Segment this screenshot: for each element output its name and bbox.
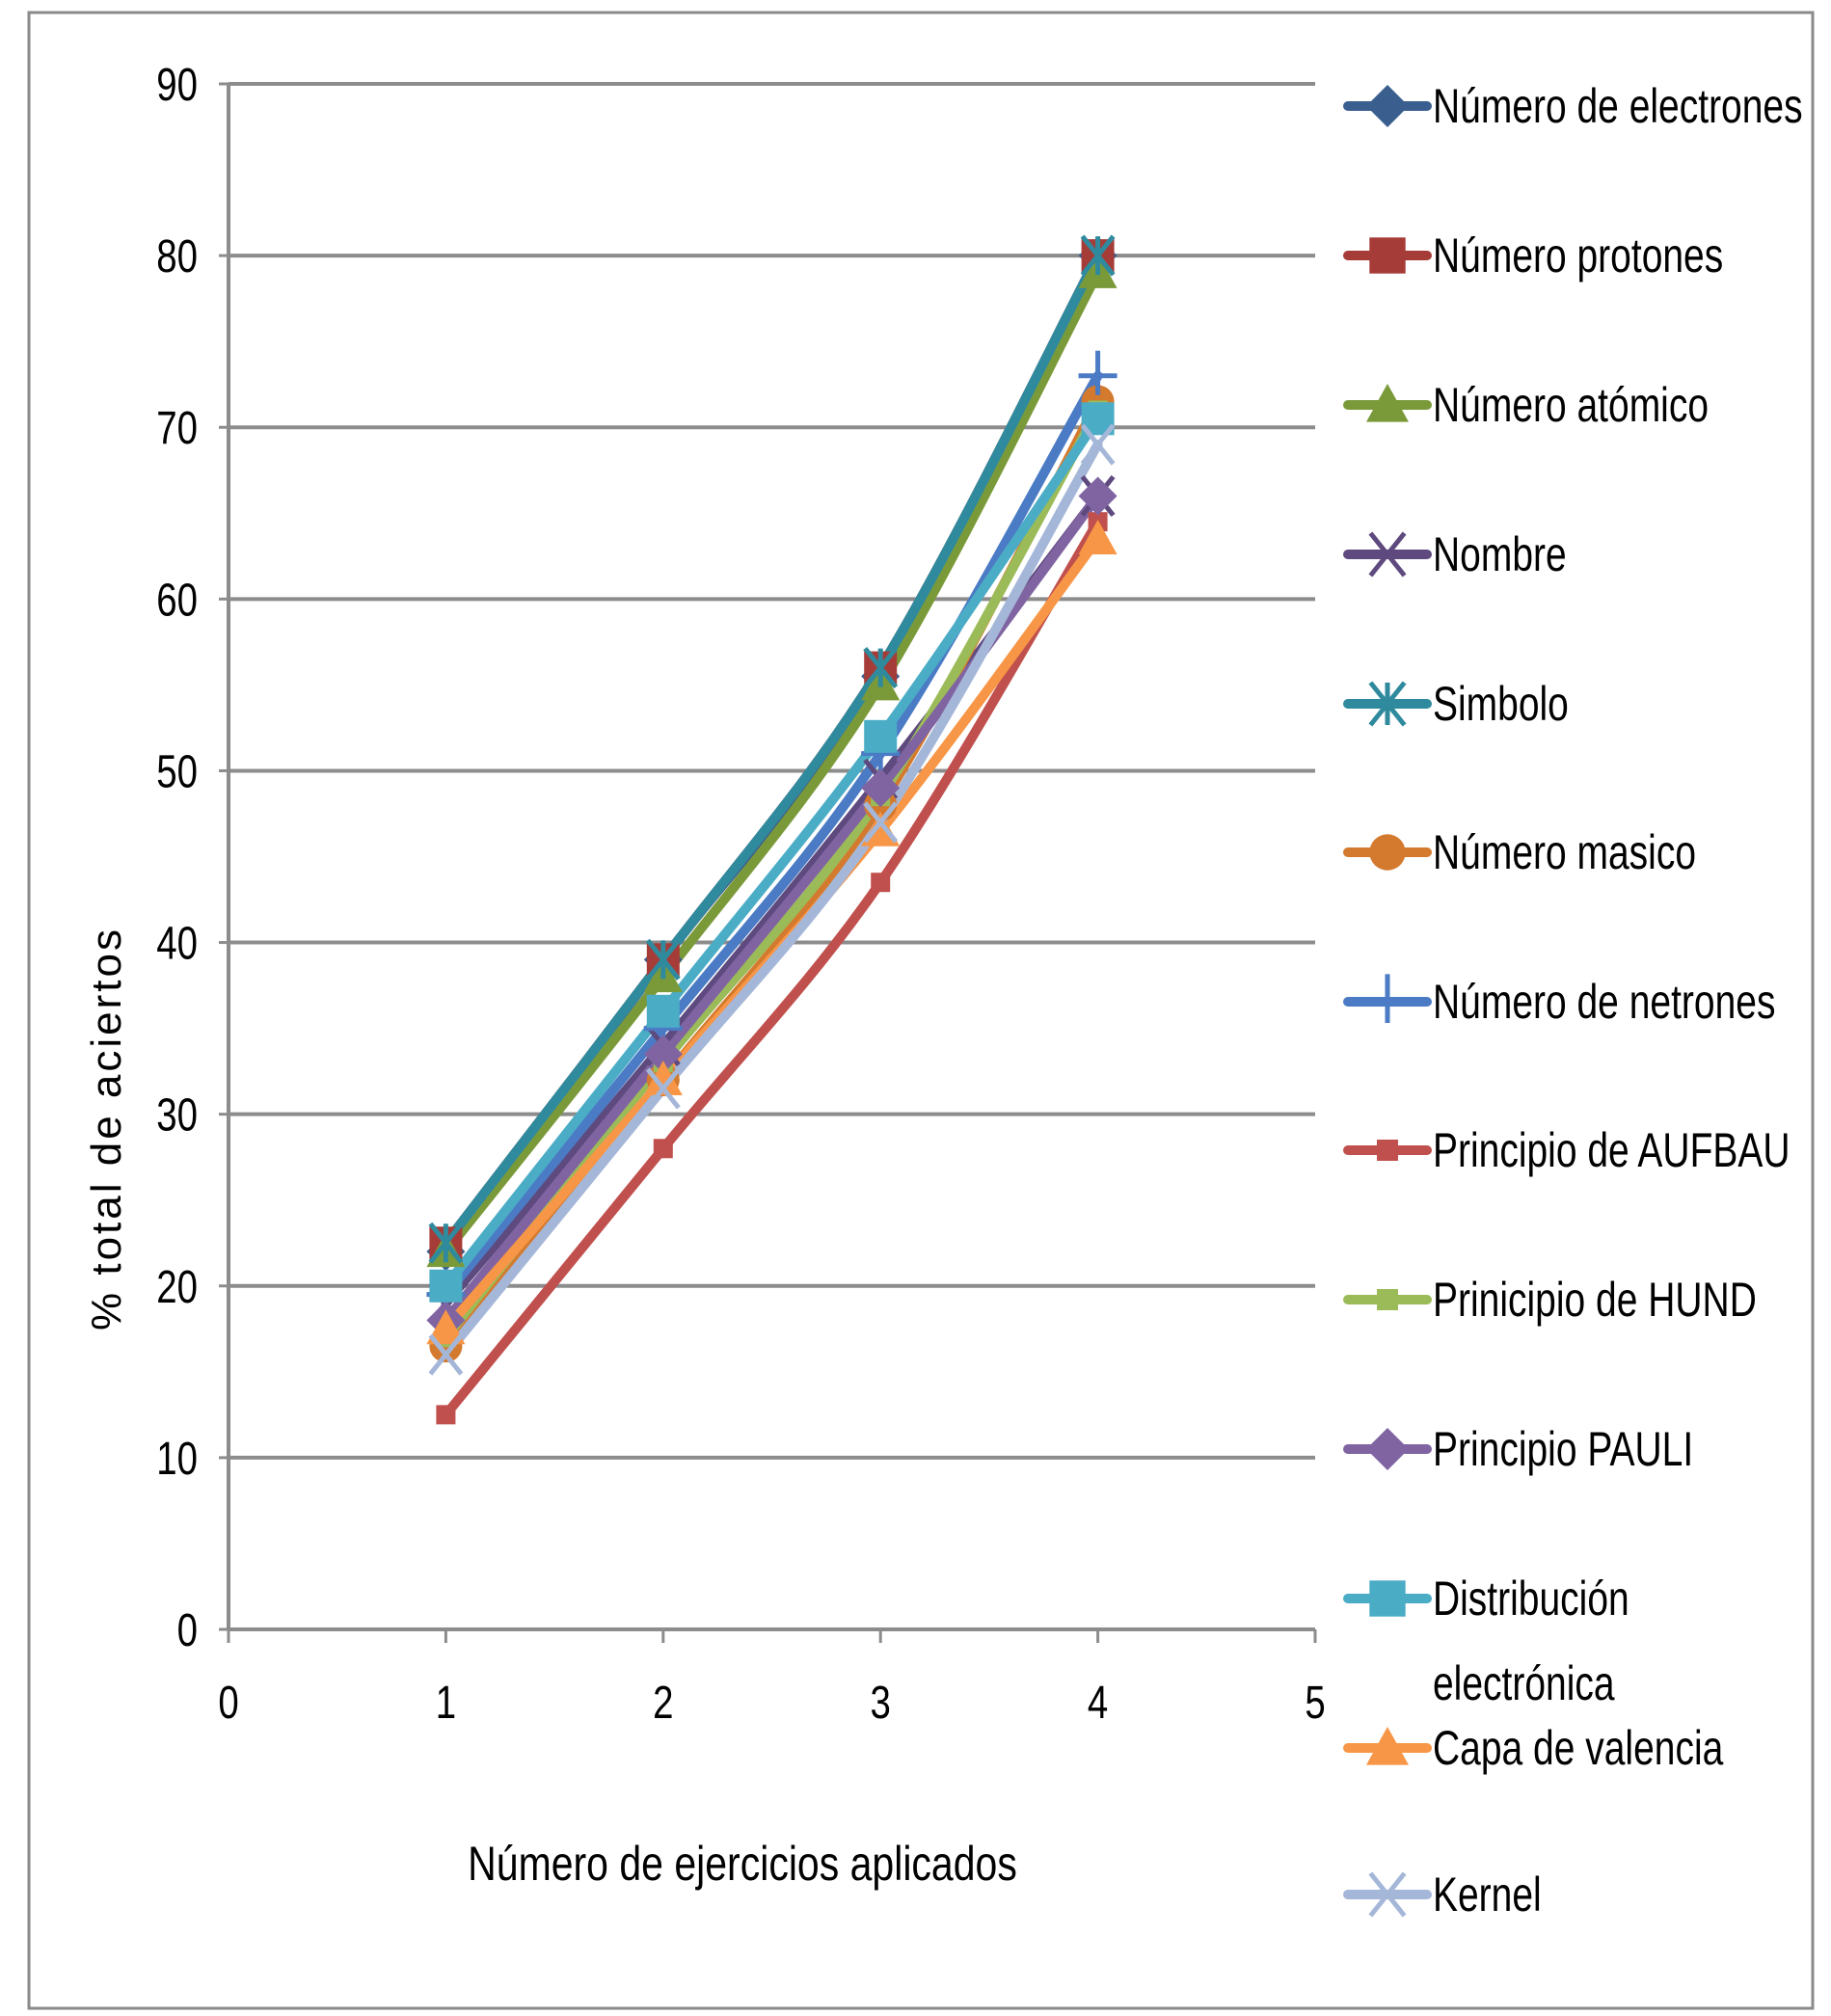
y-tick-label: 40 <box>156 919 198 970</box>
y-tick-label: 20 <box>156 1262 198 1313</box>
legend-entry: Capa de valencia <box>1343 1720 1723 1775</box>
x-tick-label: 0 <box>218 1678 238 1729</box>
legend-marker <box>1369 1580 1406 1617</box>
data-point <box>429 1269 463 1303</box>
legend-entry: Principio de AUFBAU <box>1343 1122 1791 1177</box>
legend-label: Número protones <box>1433 228 1723 282</box>
data-point <box>1080 234 1116 277</box>
y-axis-title: % total de aciertos <box>83 927 130 1331</box>
data-point <box>428 1333 464 1376</box>
legend-entry: Número protones <box>1343 228 1723 282</box>
y-tick-label: 90 <box>156 60 198 111</box>
legend-marker <box>1368 531 1407 578</box>
legend-entry: Número atómico <box>1343 377 1709 432</box>
legend-label: Kernel <box>1433 1867 1542 1922</box>
data-point <box>1078 350 1117 395</box>
legend-label: Número atómico <box>1433 377 1709 432</box>
series-line <box>441 370 1103 1300</box>
legend-label: Número de netrones <box>1433 974 1775 1029</box>
data-point <box>863 801 899 844</box>
data-point <box>1078 476 1117 516</box>
data-point <box>643 1035 683 1074</box>
series-line <box>441 440 1103 1360</box>
legend-label: Prinicipio de HUND <box>1433 1272 1757 1327</box>
x-tick-label: 1 <box>436 1678 456 1729</box>
data-point <box>863 647 899 689</box>
data-point <box>426 1309 466 1345</box>
legend-marker <box>1366 1727 1409 1765</box>
legend-marker <box>1369 834 1406 871</box>
x-tick-label: 2 <box>653 1678 673 1729</box>
data-point <box>653 1139 673 1159</box>
legend-label: electrónica <box>1433 1655 1615 1710</box>
legend-label: Número de electrones <box>1433 78 1803 133</box>
legend-entry: Número de netrones <box>1343 974 1775 1029</box>
legend-label: Nombre <box>1433 526 1567 581</box>
legend-marker <box>1366 384 1409 422</box>
y-tick-label: 0 <box>177 1605 198 1656</box>
legend-label: Distribución <box>1433 1571 1629 1626</box>
y-tick-label: 70 <box>156 403 198 454</box>
legend-marker <box>1366 85 1409 127</box>
legend-marker <box>1368 681 1407 727</box>
series-line <box>441 414 1103 1291</box>
legend-label: Número masico <box>1433 824 1696 879</box>
data-point <box>864 719 898 753</box>
series-line <box>441 491 1103 1326</box>
series-line <box>441 251 1103 1249</box>
legend-label: Capa de valencia <box>1433 1720 1723 1775</box>
y-tick-label: 60 <box>156 575 198 626</box>
legend-marker <box>1377 1140 1398 1161</box>
data-point <box>646 994 680 1028</box>
legend-entry: Principio PAULI <box>1343 1421 1693 1476</box>
legend-entry: Nombre <box>1343 526 1567 581</box>
data-point <box>861 768 901 808</box>
x-tick-label: 4 <box>1088 1678 1108 1729</box>
legend-entry: Kernel <box>1343 1867 1542 1922</box>
data-point <box>1078 519 1117 554</box>
legend-marker <box>1369 237 1406 274</box>
data-point <box>643 1061 683 1096</box>
chart-border <box>27 11 1815 2010</box>
legend-marker <box>1366 1428 1409 1470</box>
data-point <box>1080 423 1116 466</box>
x-tick-label: 3 <box>871 1678 891 1729</box>
y-tick-label: 10 <box>156 1434 198 1485</box>
legend-entry: Número masico <box>1343 824 1696 879</box>
legend-label: Principio PAULI <box>1433 1421 1693 1476</box>
y-tick-label: 30 <box>156 1090 198 1142</box>
legend-marker <box>1377 1289 1398 1310</box>
data-point <box>645 938 681 981</box>
legend-label: Principio de AUFBAU <box>1433 1122 1791 1177</box>
x-axis-title: Número de ejercicios aplicados <box>468 1837 1017 1891</box>
legend-marker <box>1366 974 1409 1023</box>
y-tick-label: 50 <box>156 746 198 797</box>
series-line <box>441 517 1103 1420</box>
series-line <box>441 267 1103 1257</box>
x-tick-label: 5 <box>1305 1678 1325 1729</box>
data-point <box>436 1405 456 1425</box>
legend-entry: Simbolo <box>1343 676 1569 731</box>
data-point <box>871 873 891 893</box>
legend-label: Simbolo <box>1433 676 1569 731</box>
data-point <box>428 1222 464 1264</box>
legend-entry: Distribución electrónica <box>1343 1571 1629 1710</box>
legend-entry: Prinicipio de HUND <box>1343 1272 1757 1327</box>
legend-marker <box>1368 1871 1407 1918</box>
data-point <box>645 1067 681 1110</box>
y-tick-label: 80 <box>156 231 198 282</box>
legend-entry: Número de electrones <box>1343 78 1803 133</box>
